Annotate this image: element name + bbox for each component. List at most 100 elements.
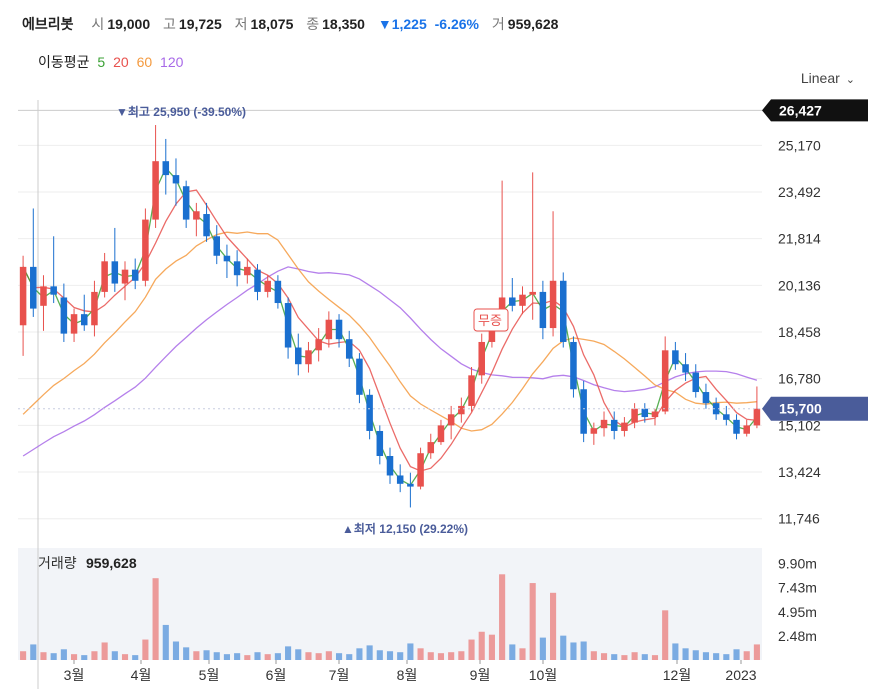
candle-body bbox=[427, 442, 435, 454]
change-percent: -6.26% bbox=[434, 16, 479, 32]
ma60-legend[interactable]: 60 bbox=[136, 54, 153, 70]
volume-bar bbox=[539, 637, 546, 660]
volume-bar bbox=[172, 641, 180, 660]
scale-selector[interactable]: Linear ⌄ bbox=[801, 70, 855, 86]
volume-value: 959,628 bbox=[507, 16, 559, 32]
scale-selector-label: Linear bbox=[800, 70, 840, 86]
volume-bar bbox=[305, 652, 312, 660]
x-axis-label: 8월 bbox=[397, 667, 418, 683]
price-tick-label: 25,170 bbox=[778, 137, 821, 153]
volume-bar bbox=[397, 652, 404, 660]
volume-bar bbox=[60, 649, 67, 660]
volume-bar bbox=[672, 643, 679, 660]
candle-body bbox=[223, 255, 231, 262]
volume-tick-label: 7.43m bbox=[778, 580, 817, 596]
crosshair-price-label: 26,427 bbox=[779, 102, 822, 118]
x-axis-label: 12월 bbox=[663, 667, 691, 683]
volume-bar bbox=[152, 578, 159, 660]
volume-tick-label: 9.90m bbox=[778, 556, 817, 572]
candle-body bbox=[203, 214, 210, 237]
candle-body bbox=[91, 291, 98, 326]
volume-bar bbox=[325, 651, 332, 660]
candle-body bbox=[468, 375, 475, 406]
ma20-legend[interactable]: 20 bbox=[113, 54, 129, 70]
candle-body bbox=[50, 286, 57, 295]
candle-body bbox=[111, 261, 119, 284]
volume-bar bbox=[550, 592, 557, 660]
candle-body bbox=[295, 347, 302, 365]
candle-body bbox=[396, 475, 404, 484]
ma120-legend[interactable]: 120 bbox=[160, 54, 184, 70]
volume-bar bbox=[203, 650, 210, 660]
volume-bar bbox=[468, 639, 475, 660]
candle-body bbox=[244, 266, 251, 276]
candle-body bbox=[407, 483, 414, 487]
volume-bar bbox=[213, 652, 220, 660]
x-axis-label: 6월 bbox=[266, 667, 287, 683]
candle-body bbox=[712, 403, 720, 415]
volume-bar bbox=[417, 648, 424, 660]
candle-body bbox=[131, 269, 139, 281]
candle-body bbox=[539, 291, 547, 329]
volume-bar bbox=[223, 654, 230, 660]
candle-body bbox=[672, 350, 679, 365]
volume-bar bbox=[519, 648, 526, 660]
stock-summary-header: 에브리봇 시 19,000 고 19,725 저 18,075 종 18,350 ▼1,… bbox=[22, 14, 567, 34]
volume-bar bbox=[285, 646, 292, 660]
candle-body bbox=[458, 405, 465, 415]
volume-bar bbox=[315, 653, 322, 660]
x-axis-label: 3월 bbox=[64, 667, 85, 683]
candle-body bbox=[305, 350, 312, 365]
volume-bar bbox=[366, 645, 373, 660]
volume-bar bbox=[30, 644, 37, 660]
x-axis-label: 9월 bbox=[470, 667, 491, 683]
volume-bar bbox=[50, 653, 57, 660]
volume-bar bbox=[641, 654, 648, 660]
price-tick-label: 21,814 bbox=[778, 231, 821, 247]
volume-bar bbox=[509, 644, 516, 660]
candle-body bbox=[182, 186, 190, 220]
candle-body bbox=[172, 175, 180, 184]
ma60-line bbox=[22, 231, 757, 432]
candle-body bbox=[284, 303, 292, 348]
volume-bar bbox=[682, 648, 689, 660]
candle-body bbox=[233, 261, 241, 276]
low-price-annotation: ▲최저 12,150 (29.22%) bbox=[342, 521, 468, 536]
high-label: 고 bbox=[163, 16, 176, 32]
volume-panel-background bbox=[18, 548, 762, 660]
volume-bar bbox=[600, 653, 608, 660]
volume-bar bbox=[478, 631, 485, 660]
candle-body bbox=[152, 161, 159, 220]
candle-body bbox=[590, 428, 598, 434]
candle-body bbox=[366, 394, 373, 431]
volume-bar bbox=[81, 655, 88, 660]
volume-bar bbox=[335, 653, 343, 660]
volume-bar bbox=[407, 643, 414, 660]
price-tick-label: 20,136 bbox=[778, 277, 821, 293]
candle-body bbox=[254, 269, 261, 292]
candle-body bbox=[417, 453, 424, 487]
candle-body bbox=[549, 280, 557, 329]
volume-bar bbox=[193, 651, 200, 660]
price-tick-label: 15,102 bbox=[778, 417, 821, 433]
high-value: 19,725 bbox=[178, 16, 222, 32]
change-value: ▼1,225 bbox=[377, 16, 427, 32]
volume-bar bbox=[488, 634, 495, 660]
candle-body bbox=[213, 236, 221, 256]
volume-bar bbox=[621, 655, 628, 660]
volume-bar bbox=[570, 642, 577, 660]
candle-body bbox=[692, 372, 700, 393]
candle-body bbox=[733, 419, 740, 434]
chevron-down-icon: ⌄ bbox=[845, 74, 855, 86]
volume-bar bbox=[590, 651, 597, 660]
ma-legend-title: 이동평균 bbox=[38, 54, 90, 70]
candle-body bbox=[651, 411, 659, 418]
candle-body bbox=[570, 341, 577, 390]
price-tick-label: 23,492 bbox=[778, 184, 821, 200]
candle-body bbox=[509, 297, 516, 306]
low-value: 18,075 bbox=[250, 16, 294, 32]
close-value: 18,350 bbox=[322, 16, 365, 32]
ma5-legend[interactable]: 5 bbox=[97, 54, 106, 70]
moving-average-legend: 이동평균 5 20 60 120 bbox=[38, 52, 187, 72]
